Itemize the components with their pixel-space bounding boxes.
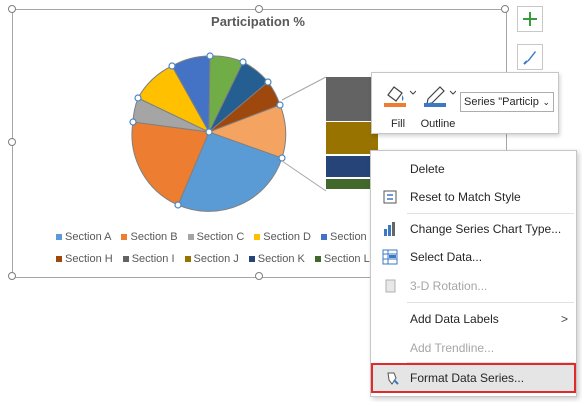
bar-segment-section-i[interactable] — [326, 77, 378, 121]
legend-item[interactable]: Section D — [254, 231, 311, 243]
outline-button[interactable]: Outline — [418, 79, 458, 130]
menu-separator — [407, 362, 574, 363]
connector-lines — [281, 76, 327, 192]
chart-elements-button[interactable] — [517, 6, 543, 32]
legend-item[interactable]: Section B — [121, 231, 178, 243]
plus-icon — [523, 12, 537, 26]
format-mini-toolbar: Fill Outline Series "Particip ⌄ — [371, 72, 559, 134]
menu-item-change-series-chart-type[interactable]: Change Series Chart Type... — [371, 216, 576, 242]
format-series-icon — [387, 372, 399, 385]
menu-separator — [407, 213, 574, 214]
menu-item-add-data-labels[interactable]: Add Data Labels > — [410, 312, 568, 326]
menu-item-select-data[interactable]: Select Data... — [371, 244, 576, 270]
pie-slice-section-a[interactable] — [177, 131, 283, 212]
chart-title[interactable]: Participation % — [211, 14, 305, 29]
legend-item[interactable]: Section E — [320, 231, 377, 243]
resize-handle-bottom-center[interactable] — [255, 272, 263, 280]
menu-item-3d-rotation: 3-D Rotation... — [371, 273, 576, 299]
menu-separator — [407, 302, 574, 303]
resize-handle-bottom-left[interactable] — [8, 272, 16, 280]
bar-segment-section-j[interactable] — [326, 122, 378, 154]
menu-item-format-data-series[interactable]: Format Data Series... — [371, 363, 576, 393]
menu-item-delete[interactable]: Delete — [410, 162, 445, 176]
select-data-icon — [382, 249, 398, 265]
legend-item[interactable]: Section A — [56, 231, 111, 243]
paint-bucket-icon — [384, 86, 416, 107]
resize-handle-top-right[interactable] — [501, 5, 509, 13]
cube-icon — [385, 279, 396, 293]
legend-row-1[interactable]: Section A Section B Section C Section D … — [56, 231, 410, 243]
chart-type-icon — [384, 222, 395, 236]
submenu-arrow-icon: > — [560, 312, 568, 326]
legend-row-2[interactable]: Section H Section I Section J Section K … — [56, 253, 389, 265]
resize-handle-top-left[interactable] — [8, 5, 16, 13]
legend-item[interactable]: Section J — [184, 253, 239, 265]
resize-handle-top-center[interactable] — [255, 5, 263, 13]
outline-label: Outline — [420, 118, 456, 130]
series-selection-handles[interactable] — [129, 52, 286, 209]
pen-outline-icon — [424, 86, 456, 107]
resize-handle-middle-left[interactable] — [8, 138, 16, 146]
legend-item[interactable]: Section K — [248, 253, 305, 265]
legend-item[interactable]: Section I — [122, 253, 175, 265]
context-menu: Delete Reset to Match Style Change Serie… — [370, 150, 577, 397]
fill-label: Fill — [390, 118, 406, 130]
legend-item[interactable]: Section L — [314, 253, 370, 265]
bar-segment-section-l[interactable] — [326, 179, 378, 189]
menu-item-add-trendline: Add Trendline... — [410, 341, 495, 355]
chart-styles-button[interactable] — [517, 44, 543, 70]
reset-style-icon — [383, 190, 397, 204]
menu-item-reset-to-match-style[interactable]: Reset to Match Style — [371, 184, 576, 210]
bar-segment-section-k[interactable] — [326, 156, 378, 177]
brush-icon — [523, 51, 536, 65]
chevron-down-icon: ⌄ — [542, 97, 550, 107]
legend-item[interactable]: Section H — [56, 253, 113, 265]
legend-item[interactable]: Section C — [187, 231, 244, 243]
pie-slice-section-b[interactable] — [131, 121, 210, 206]
series-select-dropdown[interactable]: Series "Particip ⌄ — [460, 92, 554, 112]
series-select-value: Series "Particip — [464, 96, 539, 108]
fill-button[interactable]: Fill — [378, 79, 418, 130]
pie-chart[interactable] — [120, 48, 300, 218]
